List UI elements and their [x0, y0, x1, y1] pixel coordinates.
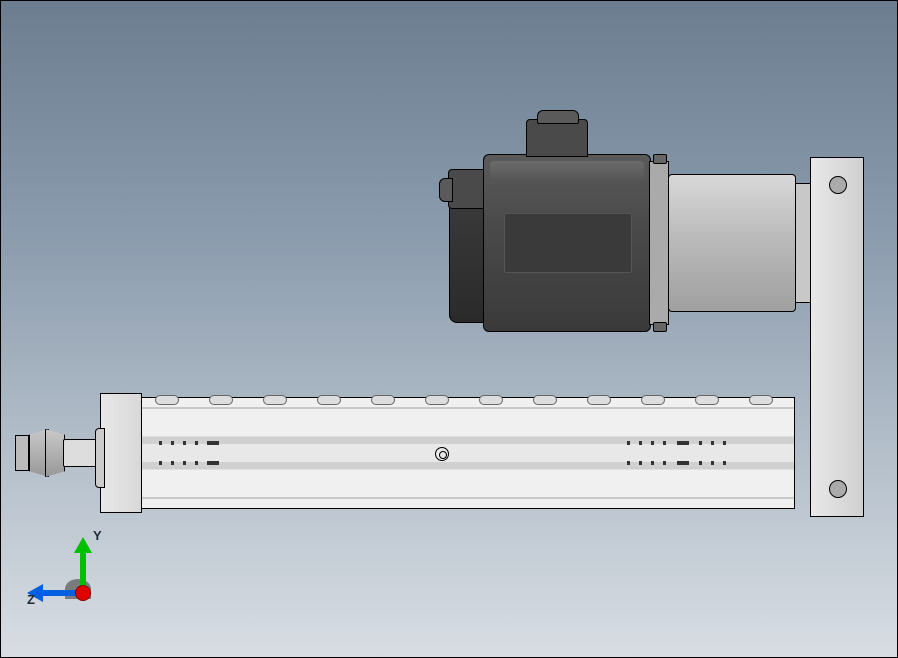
triad-origin [75, 585, 91, 601]
linear-actuator-assembly [15, 389, 815, 517]
planetary-gearbox [668, 174, 796, 312]
motor-assembly [443, 119, 877, 347]
gearbox-output-step [795, 183, 811, 303]
rail-tick [723, 441, 726, 445]
rail-tick [183, 441, 186, 445]
encoder-connector-cap [439, 178, 453, 202]
bracket-hole-bottom [829, 480, 847, 498]
rail-tick [639, 441, 642, 445]
triad-y-label: Y [93, 528, 102, 543]
flange-screw-top [653, 154, 667, 164]
rail-tick [711, 461, 714, 465]
rod-seal-collar [95, 428, 105, 488]
motor-power-connector [526, 119, 588, 157]
rail-tick [663, 461, 666, 465]
flange-screw-bottom [653, 322, 667, 332]
motor-encoder-connector [448, 169, 486, 209]
rail-tick [207, 441, 219, 445]
rail-tick [195, 461, 198, 465]
bracket-hole-top [829, 176, 847, 194]
vertical-mounting-bracket [810, 157, 864, 517]
motor-mounting-flange [649, 161, 669, 325]
triad-y-arrowhead [74, 537, 92, 553]
model-3d-view[interactable]: Y Z [1, 1, 897, 657]
rail-tick [627, 461, 630, 465]
servo-motor-body [483, 154, 651, 332]
rail-tick [159, 441, 162, 445]
rail-tick [627, 441, 630, 445]
rod-end-nut [15, 435, 29, 471]
rail-tick [159, 461, 162, 465]
rail-tick [639, 461, 642, 465]
rail-tick [699, 441, 702, 445]
motor-nameplate [504, 213, 632, 273]
rail-tick [651, 441, 654, 445]
rail-tick [663, 441, 666, 445]
rail-tick [171, 461, 174, 465]
cad-viewport[interactable]: Y Z [0, 0, 898, 658]
rail-tick [711, 441, 714, 445]
rail-tick [723, 461, 726, 465]
linear-rail-marks [147, 441, 789, 465]
power-connector-cap [537, 110, 579, 124]
rail-tick [207, 461, 219, 465]
coordinate-triad[interactable]: Y Z [27, 529, 117, 609]
rail-tick [195, 441, 198, 445]
rail-tick [171, 441, 174, 445]
actuator-front-end-cap [100, 393, 142, 513]
rail-tick [677, 441, 689, 445]
rod-lock-nut-2 [45, 429, 65, 477]
triad-z-label: Z [27, 592, 35, 607]
rail-tick [183, 461, 186, 465]
rail-tick [699, 461, 702, 465]
rail-tick [651, 461, 654, 465]
rail-tick [677, 461, 689, 465]
center-axis-mark [435, 447, 449, 461]
